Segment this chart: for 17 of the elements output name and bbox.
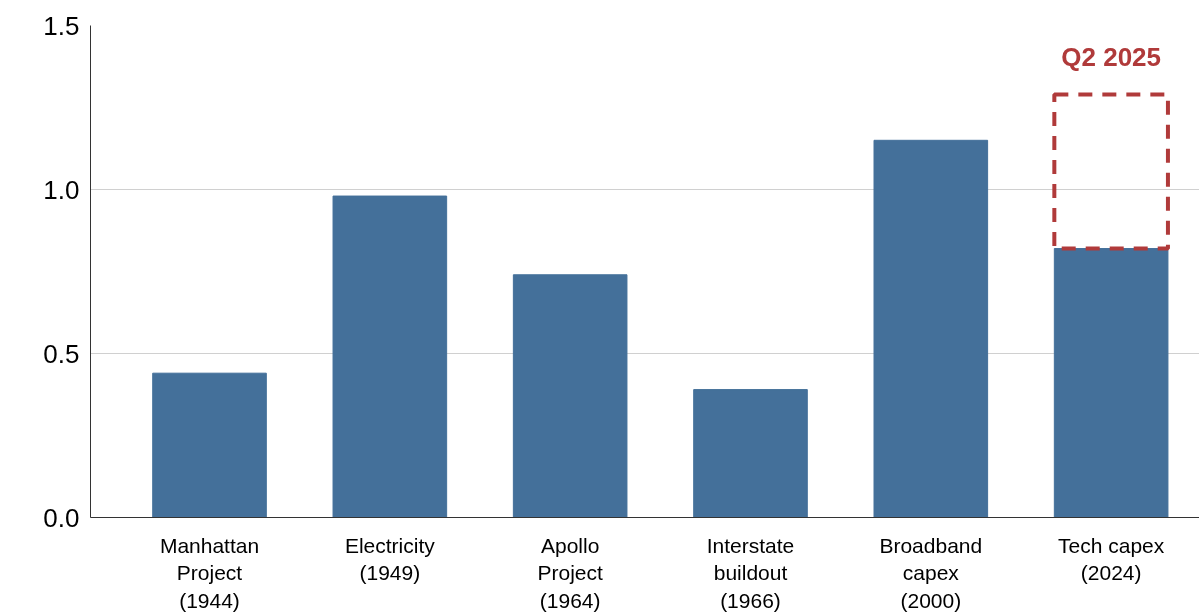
bar [1053,248,1169,518]
bar [693,389,808,518]
bar [332,195,448,518]
series-label: Q2 2025 [1061,42,1162,73]
y-tick-label: 0.5 [43,338,80,369]
bar [152,372,267,518]
bar [873,139,989,518]
y-tick-label: 0.0 [43,502,80,533]
x-tick-label: Electricity (1949) [344,533,436,585]
y-tick-label: 1.0 [43,174,80,205]
x-tick-label: Apollo Project (1964) [537,533,604,612]
x-tick-label: Interstate buildout (1966) [706,533,795,612]
x-tick-label: Tech capex (2024) [1058,533,1165,585]
y-tick-label: 1.5 [43,10,80,41]
x-tick-label: Broadband capex (2000) [879,533,983,612]
x-tick-label: Manhattan Project (1944) [159,533,260,612]
bar [512,274,628,518]
